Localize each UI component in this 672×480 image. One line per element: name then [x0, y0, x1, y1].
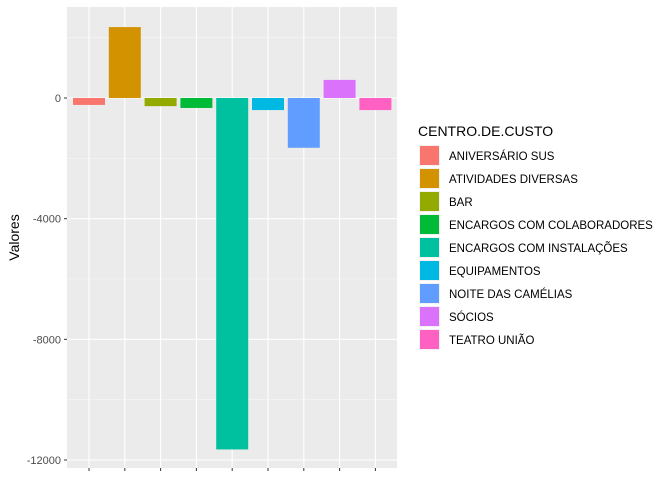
legend-swatch	[420, 192, 439, 211]
bars	[73, 27, 392, 450]
legend-swatch	[420, 146, 439, 165]
legend-swatch	[420, 238, 439, 257]
y-tick-label: -8000	[33, 334, 61, 346]
bar	[144, 98, 177, 107]
bar	[287, 98, 320, 148]
legend-label: SÓCIOS	[449, 311, 494, 324]
legend-label: ENCARGOS COM INSTALAÇÕES	[449, 242, 628, 255]
legend-label: ANIVERSÁRIO SUS	[449, 150, 555, 163]
legend-items: ANIVERSÁRIO SUS ATIVIDADES DIVERSAS BAR ENC…	[419, 145, 653, 350]
legend-swatch	[420, 284, 439, 303]
y-axis-title: Valores	[6, 214, 22, 260]
y-tick-label: -12000	[27, 455, 61, 467]
legend-label: EQUIPAMENTOS	[449, 266, 541, 278]
legend-label: ENCARGOS COM COLABORADORES	[449, 220, 653, 232]
bar	[359, 98, 392, 111]
legend-swatch	[420, 330, 439, 349]
bar	[252, 98, 284, 111]
bar	[73, 98, 105, 105]
legend-swatch	[420, 261, 439, 280]
legend-swatch	[420, 307, 439, 326]
x-axis-ticks	[88, 468, 376, 471]
y-tick-label: -4000	[33, 214, 61, 226]
legend-swatch	[420, 215, 439, 234]
legend-label: ATIVIDADES DIVERSAS	[449, 174, 578, 186]
y-axis-ticks: 0 -4000 -8000 -12000	[27, 93, 67, 467]
bar	[216, 98, 249, 450]
y-tick-label: 0	[55, 93, 61, 105]
legend-label: TEATRO UNIÃO	[449, 334, 534, 347]
legend-swatch	[420, 169, 439, 188]
legend: CENTRO.DE.CUSTO ANIVERSÁRIO SUS ATIVIDADE…	[418, 123, 653, 350]
legend-label: BAR	[449, 197, 473, 209]
bar	[108, 27, 141, 98]
bar	[180, 98, 213, 108]
legend-title: CENTRO.DE.CUSTO	[418, 123, 553, 139]
bar	[323, 79, 356, 98]
legend-label: NOITE DAS CAMÉLIAS	[449, 288, 573, 301]
